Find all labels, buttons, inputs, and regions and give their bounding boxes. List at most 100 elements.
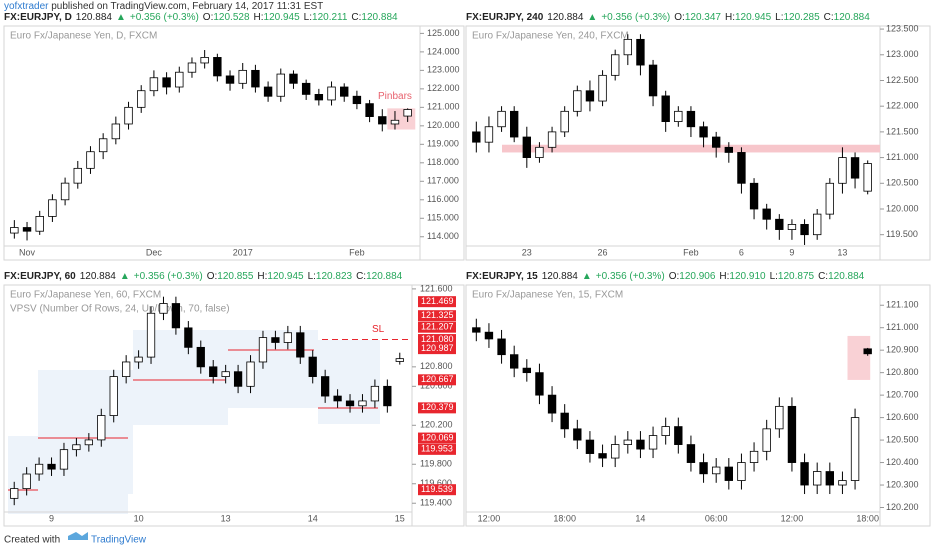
x-tick-label: 12:00 (781, 513, 804, 523)
x-tick-label: 12:00 (478, 513, 501, 523)
y-tick-label: 119.400 (420, 498, 452, 508)
quote-low: 120.211 (312, 12, 348, 23)
header: yofxtrader published on TradingView.com,… (4, 1, 323, 12)
quote-o-label: O: (203, 12, 214, 23)
candle-body (403, 109, 412, 117)
highlight (847, 335, 871, 380)
quote-h-label: H: (725, 12, 735, 23)
candle-body (209, 366, 218, 377)
price-label: 120.667 (421, 374, 454, 384)
candle-body (712, 466, 721, 475)
candle-body (825, 182, 835, 215)
candle-body (813, 471, 822, 486)
candle-body (34, 463, 44, 475)
quote-header: FX:EURJPY, 15 120.884 ▲ +0.356 (+0.3%) O:120… (466, 271, 865, 282)
x-tick-label: 6 (739, 247, 744, 257)
candle-body (585, 439, 595, 454)
candle-body (73, 167, 82, 184)
y-tick-label: 122.000 (427, 83, 460, 93)
candle-body (623, 439, 633, 445)
y-tick-label: 114.000 (427, 231, 459, 241)
y-tick-label: 121.600 (420, 283, 453, 293)
chart-title: Euro Fx/Japanese Yen, D, FXCM (10, 31, 157, 42)
x-tick-label: Nov (19, 247, 36, 257)
candle-body (775, 218, 784, 230)
price-label-box (418, 484, 456, 496)
candle-body (251, 69, 260, 88)
quote-symbol: FX:EURJPY, 60 (4, 271, 76, 282)
candle-body (187, 62, 197, 73)
quote-close: 120.884 (366, 271, 403, 282)
candle-body (863, 348, 872, 355)
chart-title: Euro Fx/Japanese Yen, 240, FXCM (472, 31, 629, 42)
price-label-box (418, 343, 456, 355)
quote-low: 120.875 (778, 271, 815, 282)
candle-body (472, 327, 481, 333)
candle-body (109, 376, 118, 416)
candle-body (560, 412, 569, 430)
candle-body (762, 428, 771, 452)
candle-body (800, 462, 809, 486)
user[interactable]: yofxtrader (4, 1, 49, 12)
x-tick-label: 9 (49, 513, 54, 523)
candle-body (365, 103, 374, 117)
price-label: 120.379 (421, 402, 454, 412)
candle-body (383, 385, 392, 407)
candle-body (321, 376, 330, 397)
chart-title: Euro Fx/Japanese Yen, 60, FXCM (10, 290, 161, 301)
quote-open: 120.906 (679, 271, 716, 282)
price-label: 120.987 (421, 343, 454, 353)
candle-body (378, 116, 387, 125)
x-tick-label: Dec (146, 247, 163, 257)
y-tick-label: 120.200 (886, 502, 919, 512)
candle-body (674, 110, 683, 123)
quote-close: 120.884 (361, 12, 398, 23)
candle-body (850, 417, 860, 481)
y-tick-label: 121.100 (886, 300, 919, 310)
candle-body (111, 123, 121, 140)
candle-body (162, 77, 171, 88)
candle-body (775, 405, 784, 430)
footer-brand[interactable]: TradingView (91, 535, 147, 546)
price-label-box (418, 432, 456, 444)
candle-body (472, 131, 481, 143)
x-tick-label: 23 (522, 247, 532, 257)
candle-body (648, 64, 658, 97)
price-label-box (418, 334, 456, 346)
candle-body (749, 182, 759, 210)
price-label: 119.953 (421, 444, 453, 454)
candle-body (246, 361, 255, 387)
y-tick-label: 118.000 (427, 157, 459, 167)
candle-body (636, 38, 645, 66)
quote-low: 120.285 (783, 12, 820, 23)
candle-body (352, 95, 362, 105)
candle-body (674, 426, 683, 445)
y-tick-label: 117.000 (427, 176, 459, 186)
quote-header: FX:EURJPY, D 120.884 ▲ +0.356 (+0.3%) O:120.… (4, 12, 398, 23)
quote-change: +0.356 (+0.3%) (601, 12, 670, 23)
candle-body (98, 138, 108, 153)
y-tick-label: 122.000 (886, 101, 919, 111)
candle-body (699, 126, 708, 138)
candle-body (838, 157, 847, 184)
candle-body (283, 332, 292, 343)
price-label-box (418, 310, 456, 322)
quote-high: 120.945 (264, 12, 301, 23)
logo (68, 532, 88, 540)
quote-last: 120.884 (76, 12, 113, 23)
y-tick-label: 123.000 (886, 49, 919, 59)
price-label: 121.080 (421, 334, 454, 344)
price-label-box (418, 402, 456, 414)
panel-frame (465, 284, 931, 527)
y-tick-label: 120.000 (427, 120, 460, 130)
candle-body (60, 182, 70, 201)
candle-body (86, 151, 95, 169)
candle-body (370, 385, 380, 402)
quote-open: 120.347 (685, 12, 722, 23)
quote-header: FX:EURJPY, 60 120.884 ▲ +0.356 (+0.3%) O:120… (4, 271, 403, 282)
candle-body (308, 356, 317, 377)
quote-arrow: ▲ (116, 12, 126, 23)
candle-body (258, 337, 268, 363)
quote-l-label: L: (308, 271, 316, 282)
y-tick-label: 119.000 (427, 139, 459, 149)
